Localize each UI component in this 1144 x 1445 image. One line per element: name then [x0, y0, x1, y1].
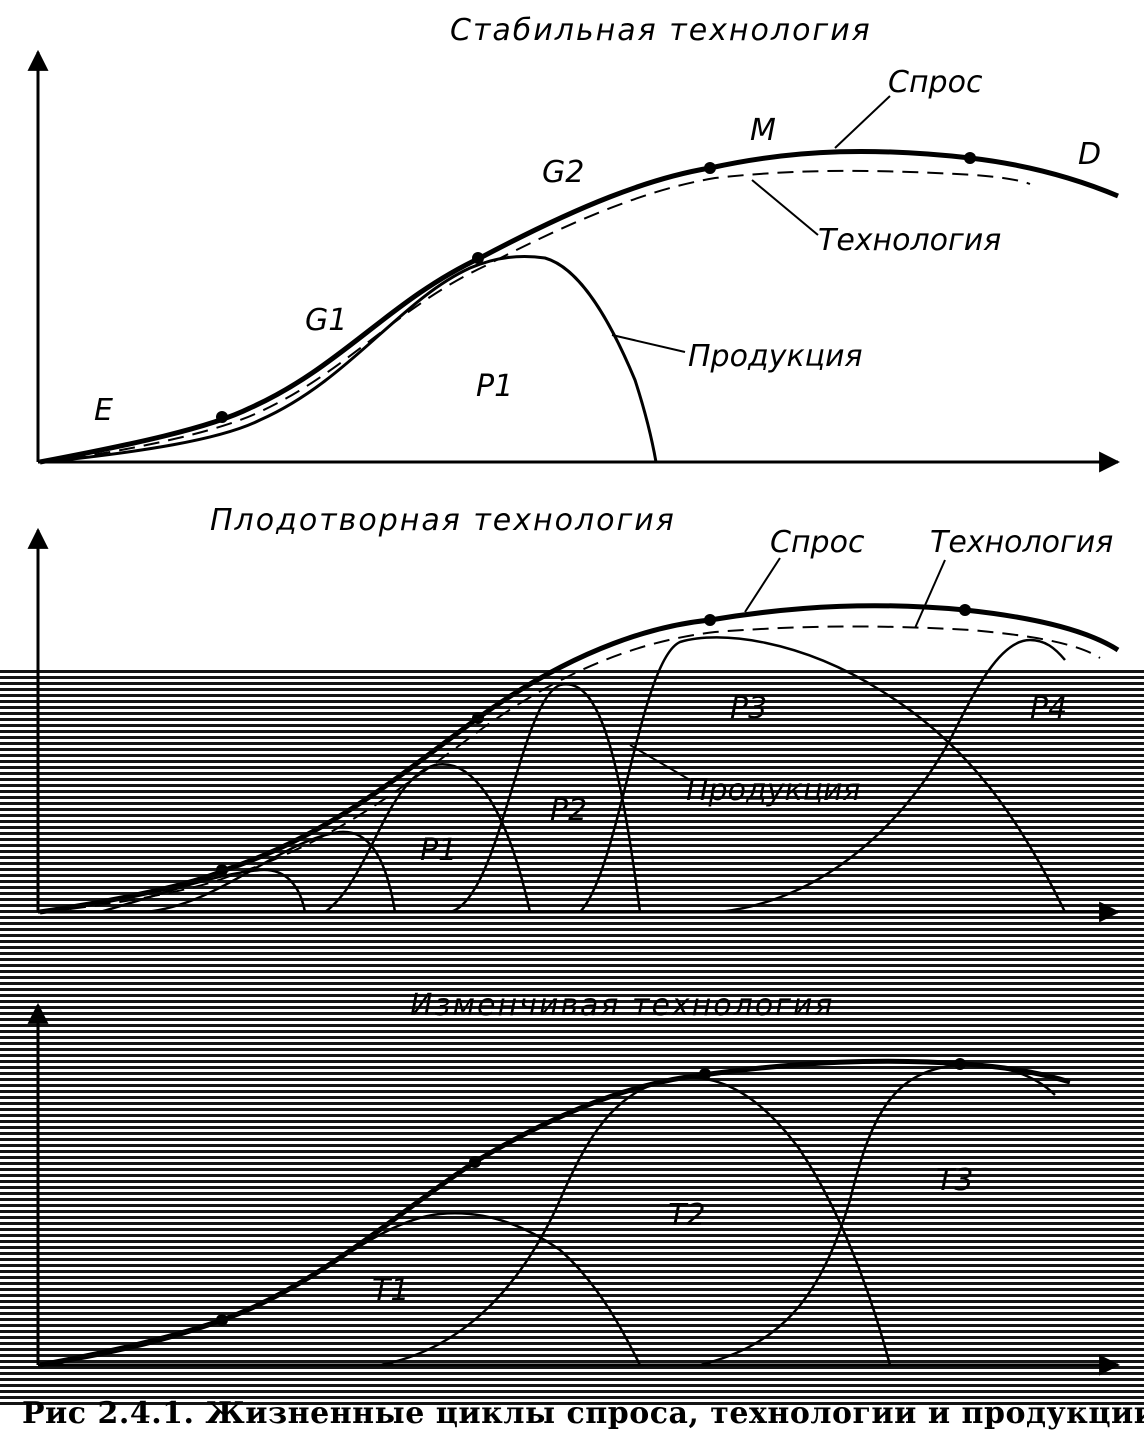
label-technology-middle: Технология: [930, 525, 1113, 560]
leader-technology-middle: [914, 559, 946, 629]
demand-curve-middle: [39, 603, 1120, 915]
label-product-top: Продукция: [688, 339, 863, 374]
label-technology-top: Технология: [818, 223, 1001, 258]
point-marker: [472, 712, 484, 724]
technology-curve-top: [44, 169, 1031, 463]
leader-demand-middle: [744, 557, 781, 613]
point-marker: [472, 252, 484, 264]
technology-curve-middle: [44, 625, 1101, 913]
label-product-middle: Продукция: [686, 773, 861, 808]
label-E: E: [94, 393, 113, 428]
point-marker: [954, 1058, 966, 1070]
label-P4-middle: P4: [1030, 691, 1067, 726]
point-marker: [704, 162, 716, 174]
point-marker: [216, 411, 228, 423]
label-G1: G1: [305, 303, 347, 338]
point-marker: [704, 614, 716, 626]
panel-variable-technology: Изменчивая технология T1 T2 T3: [27, 988, 1121, 1376]
label-T3: T3: [936, 1163, 973, 1198]
point-marker: [959, 604, 971, 616]
label-G2: G2: [542, 155, 584, 190]
label-M: M: [750, 113, 776, 148]
leader-product-middle: [629, 744, 691, 781]
point-marker: [469, 1156, 481, 1168]
point-marker: [216, 864, 228, 876]
panel-fruitful-technology: Плодотворная технология Спрос Технология…: [27, 503, 1121, 923]
label-demand-middle: Спрос: [770, 525, 865, 560]
point-marker: [964, 152, 976, 164]
label-P2-middle: P2: [550, 793, 587, 828]
technology-curve-T2: [379, 1076, 892, 1367]
label-T2: T2: [668, 1198, 705, 1233]
product-curve-top: [44, 254, 658, 464]
label-demand-top: Спрос: [888, 65, 983, 100]
point-marker: [216, 1314, 228, 1326]
leader-technology-top: [751, 179, 819, 236]
demand-curve-top: [39, 148, 1119, 465]
figure-caption: Рис 2.4.1. Жизненные циклы спроса, техно…: [22, 1396, 1144, 1431]
panel-title-variable: Изменчивая технология: [410, 988, 834, 1023]
technology-curve-T1: [44, 1212, 642, 1367]
panel-stable-technology: Стабильная технология Спрос Технология П…: [27, 13, 1121, 473]
label-P1-middle: P1: [420, 833, 457, 868]
label-P3-middle: P3: [730, 691, 767, 726]
leader-demand-top: [834, 95, 891, 149]
label-T1: T1: [372, 1273, 409, 1308]
panel-title-fruitful: Плодотворная технология: [210, 503, 676, 538]
label-D: D: [1078, 137, 1101, 172]
panel-title-stable: Стабильная технология: [450, 13, 872, 48]
leader-product-top: [611, 334, 686, 353]
point-marker: [699, 1068, 711, 1080]
label-P1-top: P1: [476, 369, 513, 404]
